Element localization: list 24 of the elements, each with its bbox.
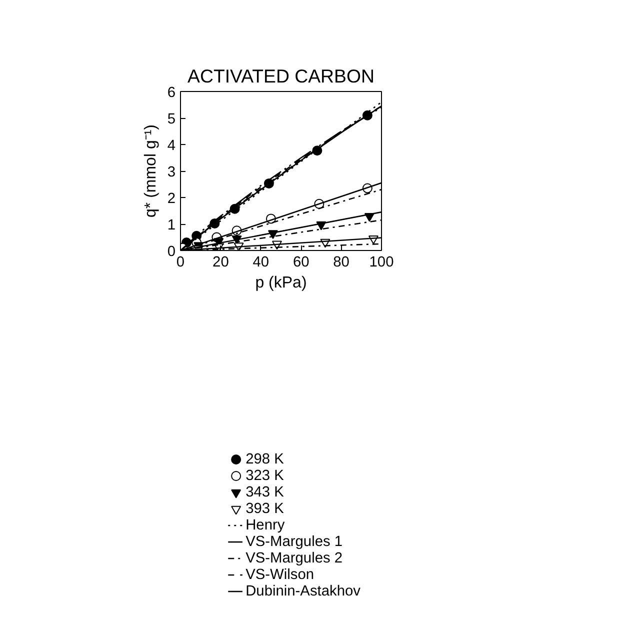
y-axis-title: q* (mmol g⁻¹)	[142, 124, 160, 218]
x-axis-title: p (kPa)	[255, 274, 307, 292]
x-tick-label: 20	[212, 254, 229, 270]
y-tick-label: 4	[167, 138, 176, 154]
legend-label: 343 K	[246, 484, 284, 500]
legend-label: Dubinin-Astakhov	[246, 584, 362, 600]
y-tick-label: 5	[167, 112, 176, 128]
y-tick-label: 1	[167, 218, 176, 234]
chart-title: ACTIVATED CARBON	[188, 66, 374, 86]
legend-label: VS-Wilson	[246, 567, 314, 583]
y-tick-label: 0	[167, 244, 176, 260]
x-tick-label: 60	[292, 254, 310, 270]
y-tick-label: 3	[167, 164, 176, 180]
legend-label: VS-Margules 2	[246, 550, 343, 566]
x-tick-label: 40	[252, 254, 270, 270]
legend-label: 323 K	[246, 468, 284, 484]
x-tick-label: 80	[333, 254, 350, 270]
x-tick-label: 100	[369, 254, 394, 270]
legend-label: 393 K	[246, 501, 284, 517]
legend-label: 298 K	[246, 452, 284, 468]
legend-label: Henry	[246, 518, 286, 534]
legend-label: VS-Margules 1	[246, 534, 343, 550]
y-tick-label: 6	[167, 85, 176, 101]
y-tick-label: 2	[167, 191, 176, 207]
